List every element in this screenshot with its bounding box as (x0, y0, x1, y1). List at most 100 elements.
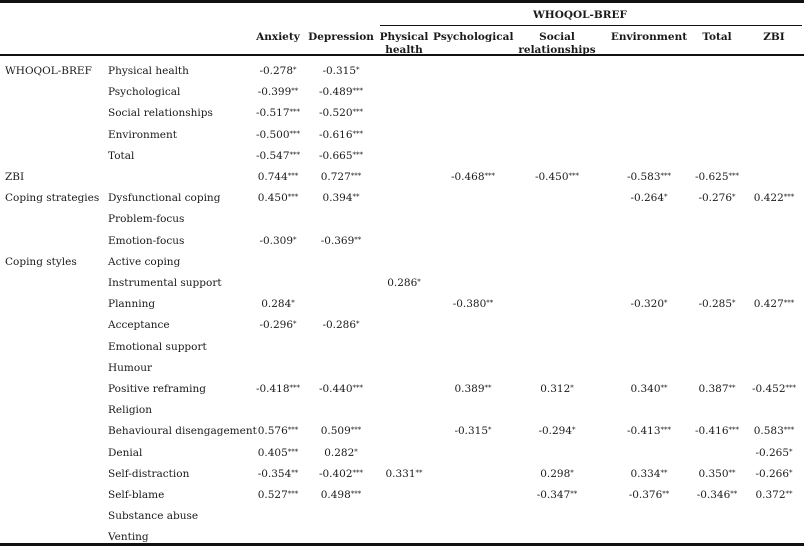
column-header-4-line2: relationships (518, 44, 596, 56)
table-cell: 0.312* (540, 383, 574, 395)
table-cell: 0.509*** (320, 425, 362, 438)
table-cell: 0.394** (322, 192, 360, 205)
table-cell: 0.340** (630, 383, 668, 395)
column-header-2-line2: health (385, 44, 423, 56)
table-cell: -0.376** (628, 489, 670, 501)
table-cell: -0.547*** (255, 149, 301, 162)
table-cell: -0.583*** (626, 171, 672, 183)
table-cell: -0.309* (259, 234, 297, 247)
table-cell: -0.315* (454, 425, 492, 438)
row-label: Religion (108, 404, 152, 417)
table-cell: -0.346** (696, 489, 738, 501)
table-cell: 0.331** (385, 467, 423, 480)
row-group-label: Coping strategies (5, 192, 100, 205)
row-label: Self-distraction (108, 467, 190, 480)
table-cell: 0.527*** (257, 489, 299, 501)
column-header-0: Anxiety (256, 31, 300, 43)
table-cell: 0.576*** (257, 425, 299, 438)
row-label: Instrumental support (108, 277, 222, 289)
column-header-7: ZBI (763, 31, 785, 43)
table-cell: -0.286* (322, 319, 360, 332)
column-header-4: Social (539, 31, 575, 43)
table-cell: 0.286* (387, 277, 421, 289)
table-cell: -0.399** (257, 86, 299, 99)
table-cell: -0.625*** (694, 171, 740, 183)
table-cell: -0.440*** (318, 383, 364, 395)
row-label: Substance abuse (108, 510, 199, 523)
table-cell: -0.402*** (318, 467, 364, 480)
table-cell: -0.380** (452, 298, 494, 311)
table-cell: 0.727*** (320, 171, 362, 183)
row-label: Environment (108, 128, 177, 141)
column-header-1: Depression (308, 31, 374, 43)
row-label: Problem-focus (108, 213, 185, 226)
column-header-3: Psychological (433, 31, 514, 43)
table-cell: -0.517*** (255, 107, 301, 120)
row-label: Planning (108, 298, 156, 311)
table-cell: 0.298* (540, 467, 574, 480)
table-cell: 0.744*** (257, 171, 299, 183)
row-label: Active coping (108, 255, 181, 268)
bottom-rule (0, 543, 804, 546)
table-cell: 0.389** (454, 383, 492, 395)
table-cell: -0.347** (536, 489, 578, 501)
row-label: Humour (108, 361, 152, 374)
row-label: Positive reframing (108, 383, 206, 395)
row-label: Dysfunctional coping (108, 192, 221, 205)
row-label: Psychological (108, 86, 181, 99)
table-cell: -0.320* (630, 298, 668, 311)
table-cell: -0.500*** (255, 128, 301, 141)
row-label: Total (108, 149, 135, 162)
table-cell: 0.350** (698, 467, 736, 480)
table-cell: 0.372** (755, 489, 793, 501)
column-header-5: Environment (610, 31, 688, 43)
table-cell: -0.450*** (534, 171, 580, 183)
table-cell: -0.315* (322, 65, 360, 77)
table-cell: 0.583*** (753, 425, 795, 438)
row-label: Denial (108, 446, 143, 459)
table-cell: 0.387** (698, 383, 736, 395)
row-label: Emotional support (108, 340, 207, 353)
table-cell: 0.422*** (753, 192, 795, 205)
row-label: Acceptance (108, 319, 170, 332)
row-label: Physical health (108, 65, 189, 77)
table-cell: -0.413*** (626, 425, 672, 438)
table-cell: -0.616*** (318, 128, 364, 141)
table-cell: -0.276* (698, 192, 736, 205)
super-header: WHOQOL-BREF (533, 9, 627, 21)
table-cell: -0.416*** (694, 425, 740, 438)
table-cell: -0.452*** (751, 383, 797, 395)
table-cell: -0.418*** (255, 383, 301, 395)
top-rule (0, 0, 804, 3)
table-cell: -0.369** (320, 234, 362, 247)
table-cell: -0.468*** (450, 171, 496, 183)
table-cell: 0.282* (324, 446, 358, 459)
row-label: Venting (108, 531, 149, 544)
row-label: Emotion-focus (108, 234, 185, 247)
row-label: Social relationships (108, 107, 213, 120)
table-cell: -0.294* (538, 425, 576, 438)
table-cell: -0.665*** (318, 149, 364, 162)
table-cell: 0.405*** (257, 446, 299, 459)
table-cell: -0.264* (630, 192, 668, 205)
header-rule (0, 54, 804, 56)
table-cell: -0.520*** (318, 107, 364, 120)
row-group-label: Coping styles (5, 255, 77, 268)
table-cell: 0.284* (261, 298, 295, 311)
table-cell: -0.354** (257, 467, 299, 480)
table-cell: 0.427*** (753, 298, 795, 311)
table-cell: -0.285* (698, 298, 736, 311)
table-cell: 0.450*** (257, 192, 299, 205)
row-group-label: ZBI (5, 171, 25, 183)
column-header-2: Physical (379, 31, 429, 43)
row-label: Self-blame (108, 489, 165, 501)
table-cell: -0.489*** (318, 86, 364, 99)
table-cell: -0.266* (755, 467, 793, 480)
table-cell: -0.296* (259, 319, 297, 332)
row-group-label: WHOQOL-BREF (5, 65, 92, 77)
table-cell: 0.334** (630, 467, 668, 480)
super-header-underline (380, 25, 802, 26)
column-header-6: Total (702, 31, 732, 43)
table-cell: -0.278* (259, 65, 297, 77)
table-cell: 0.498*** (320, 489, 362, 501)
